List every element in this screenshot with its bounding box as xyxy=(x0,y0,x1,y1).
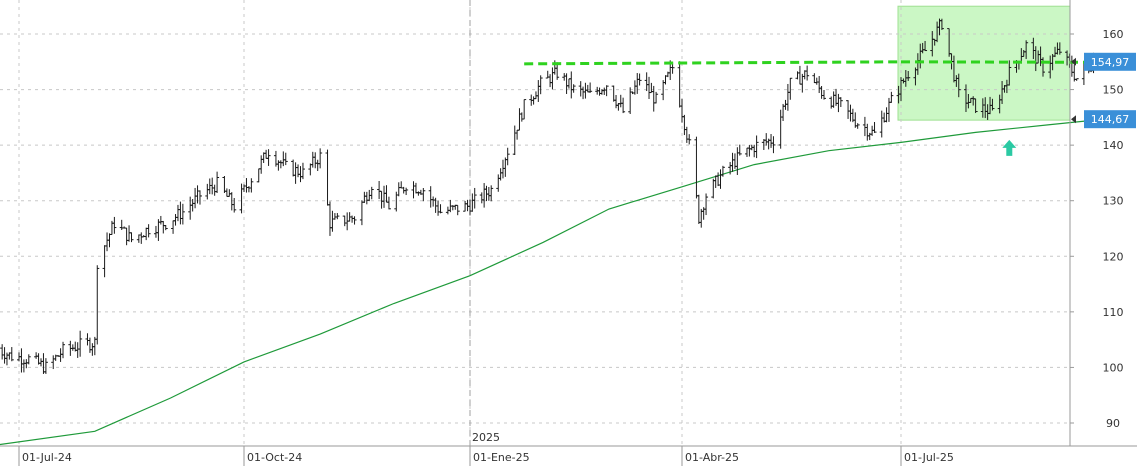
price-bar xyxy=(872,122,877,133)
price-bar xyxy=(249,178,254,193)
price-bar xyxy=(805,65,810,81)
x-tick-label: 01-Jul-25 xyxy=(904,451,954,464)
price-bar xyxy=(990,98,995,111)
resistance-line xyxy=(524,60,902,66)
price-bar xyxy=(197,190,202,205)
last-price-label-box xyxy=(1084,52,1136,71)
price-bar xyxy=(146,224,151,238)
price-bar xyxy=(489,185,494,202)
price-bar xyxy=(163,225,168,231)
price-bar xyxy=(923,40,928,52)
up-arrow-icon xyxy=(1002,139,1017,156)
price-bar xyxy=(621,97,626,114)
price-bar xyxy=(704,193,709,216)
price-bar xyxy=(737,144,742,156)
price-bar xyxy=(939,18,944,30)
y-tick-label: 150 xyxy=(1103,84,1124,97)
price-bar xyxy=(26,354,31,365)
price-bar xyxy=(61,341,66,359)
last-price-label: 154,97 xyxy=(1091,56,1130,69)
price-bar xyxy=(670,62,675,74)
last-price-label-pointer xyxy=(1071,57,1076,66)
moving-average-line xyxy=(0,118,1106,446)
x-tick-label: 01-Oct-24 xyxy=(247,451,302,464)
price-bar xyxy=(232,197,237,213)
price-bar xyxy=(283,152,288,166)
price-bar xyxy=(335,213,340,220)
price-bar xyxy=(386,196,391,210)
price-bar xyxy=(838,97,843,108)
x-tick-label: 01-Ene-25 xyxy=(473,451,530,464)
y-tick-label: 90 xyxy=(1106,417,1120,430)
price-bar xyxy=(973,98,978,114)
price-bar xyxy=(455,204,460,216)
price-bar xyxy=(956,73,961,98)
price-bar xyxy=(472,187,477,209)
price-bar xyxy=(821,89,826,100)
price-bar xyxy=(505,147,510,166)
moving-average-label-pointer xyxy=(1071,115,1076,124)
price-bar xyxy=(1074,78,1079,81)
price-bar xyxy=(129,232,134,243)
price-bar xyxy=(571,84,576,93)
price-bar xyxy=(95,265,100,345)
y-tick-label: 110 xyxy=(1103,306,1124,319)
price-bar xyxy=(266,149,271,166)
price-bar xyxy=(112,216,117,234)
price-bar xyxy=(555,62,560,80)
price-bar xyxy=(855,123,860,129)
price-bar xyxy=(889,91,894,103)
price-bar xyxy=(522,99,527,120)
price-bar xyxy=(637,73,642,86)
price-bar xyxy=(180,203,185,225)
year-marker-label: 2025 xyxy=(472,431,500,444)
price-bar xyxy=(604,85,609,97)
price-bar xyxy=(9,347,14,362)
price-bar xyxy=(538,75,543,95)
price-bar xyxy=(404,187,409,196)
moving-average-label: 144,67 xyxy=(1091,113,1130,126)
price-bar xyxy=(1040,57,1045,77)
plot-background xyxy=(0,0,1070,446)
price-bar xyxy=(352,216,357,225)
price-bar xyxy=(78,330,83,357)
y-tick-label: 130 xyxy=(1103,195,1124,208)
price-bar xyxy=(754,135,759,159)
price-bar xyxy=(1057,42,1062,55)
price-bar xyxy=(421,187,426,202)
x-tick-label: 01-Abr-25 xyxy=(685,451,739,464)
x-tick-label: 01-Jul-24 xyxy=(22,451,72,464)
price-bar xyxy=(906,71,911,81)
price-bar xyxy=(1024,40,1029,59)
y-tick-label: 160 xyxy=(1103,28,1124,41)
y-tick-label: 140 xyxy=(1103,139,1124,152)
price-bar xyxy=(654,91,659,104)
y-tick-label: 120 xyxy=(1103,250,1124,263)
price-bar xyxy=(438,204,443,214)
price-bar xyxy=(215,171,220,193)
resistance-line xyxy=(900,60,1111,64)
price-bar xyxy=(788,77,793,100)
price-bar xyxy=(720,165,725,177)
price-bar xyxy=(43,358,48,374)
moving-average-label-box xyxy=(1084,110,1136,129)
price-bar xyxy=(300,162,305,180)
price-bar xyxy=(771,136,776,154)
price-bar xyxy=(588,82,593,93)
price-bar xyxy=(318,148,323,169)
price-bar xyxy=(369,186,374,200)
y-tick-label: 100 xyxy=(1103,361,1124,374)
price-bar xyxy=(687,134,692,145)
price-bar xyxy=(1007,60,1012,86)
